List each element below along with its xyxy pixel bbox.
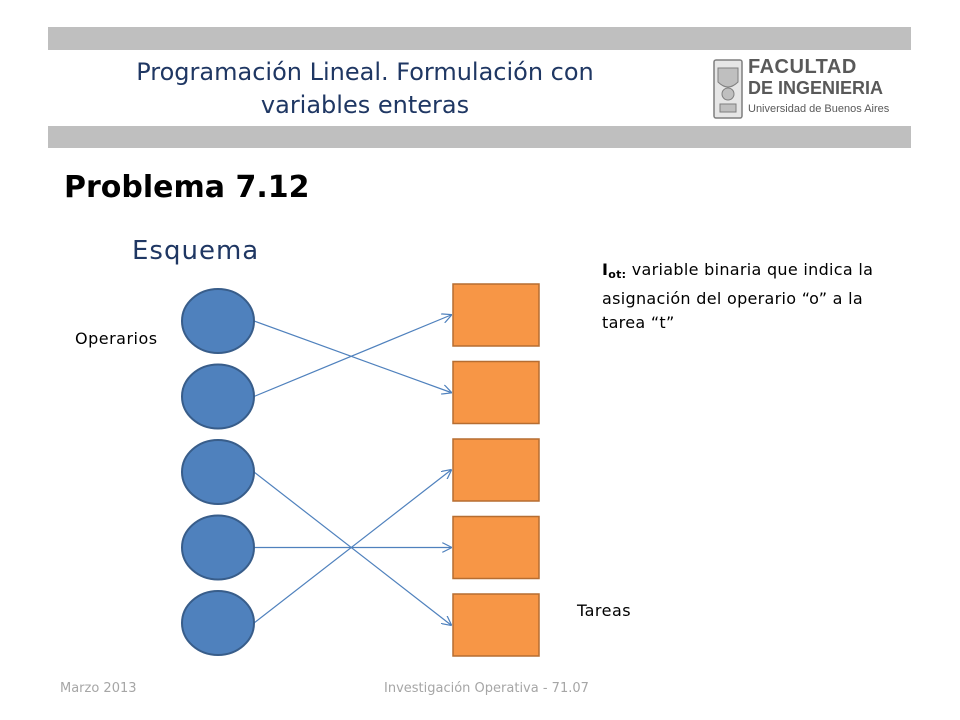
tasks-label: Tareas [577, 601, 632, 620]
operator-node-3 [181, 439, 255, 505]
schema-title: Esquema [132, 236, 260, 266]
task-node-5 [452, 593, 540, 657]
operator-node-4 [181, 514, 255, 581]
variable-definition: Iot: variable binaria que indica la asig… [602, 258, 922, 335]
slide-title-line1: Programación Lineal. Formulación con [136, 58, 594, 86]
faculty-logo: FACULTAD DE INGENIERIA Universidad de Bu… [712, 56, 912, 124]
logo-line3: Universidad de Buenos Aires [748, 103, 890, 115]
footer-date: Marzo 2013 [60, 681, 137, 696]
task-node-2 [452, 360, 540, 425]
logo-line2: DE INGENIERIA [748, 78, 884, 98]
variable-symbol: I [602, 260, 609, 279]
variable-text-line1: variable binaria que indica la [631, 260, 874, 279]
operators-label: Operarios [75, 329, 158, 348]
task-node-4 [452, 515, 540, 580]
assignment-arrow-o2-t1 [253, 315, 451, 398]
footer-course: Investigación Operativa - 71.07 [384, 681, 589, 696]
variable-text-line3: tarea “t” [602, 313, 675, 332]
variable-text-line2: asignación del operario “o” a la [602, 289, 864, 308]
slide-title-line2: variables enteras [260, 91, 470, 119]
assignment-arrow-o3-t5 [253, 471, 451, 625]
problem-title: Problema 7.12 [64, 170, 310, 205]
operator-node-5 [181, 590, 255, 656]
logo-line1: FACULTAD [748, 56, 857, 78]
operator-node-1 [181, 288, 255, 354]
operator-node-2 [181, 363, 255, 430]
task-node-1 [452, 283, 540, 347]
assignment-arrow-o5-t3 [253, 470, 451, 624]
header-bar-top [48, 27, 911, 50]
variable-subscript: ot: [608, 268, 627, 281]
header-bar-bottom [48, 126, 911, 148]
slide-title: Programación Lineal. Formulación con var… [90, 56, 640, 122]
task-node-3 [452, 438, 540, 502]
university-crest-icon [713, 59, 743, 119]
assignment-arrow-o1-t2 [253, 320, 451, 393]
